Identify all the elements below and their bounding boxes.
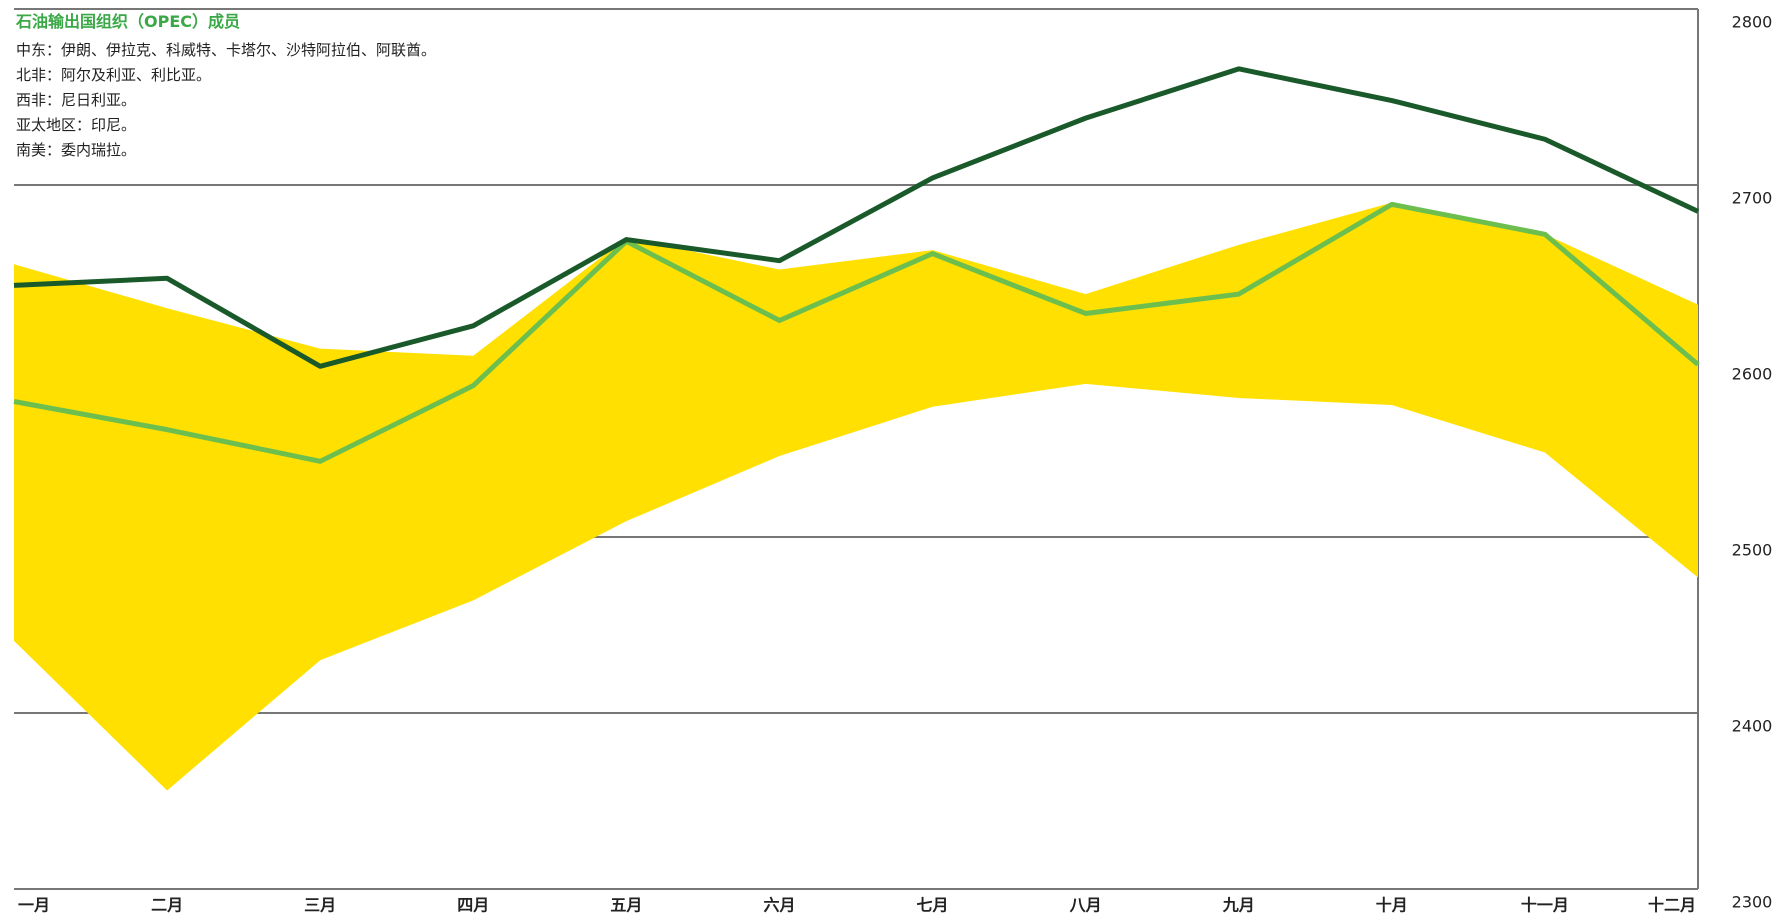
x-tick-label: 十二月 [1648,896,1696,915]
x-tick-label: 九月 [1222,896,1255,915]
annotation-line: 中东：伊朗、伊拉克、科威特、卡塔尔、沙特阿拉伯、阿联酋。 [16,41,436,59]
y-tick-label: 2300 [1732,893,1773,912]
annotation-line: 亚太地区：印尼。 [16,116,136,134]
range-band [14,202,1698,791]
x-tick-label: 一月 [18,896,50,915]
x-tick-label: 三月 [304,896,336,915]
annotation-line: 西非：尼日利亚。 [16,91,136,109]
y-tick-label: 2800 [1732,13,1773,32]
x-tick-label: 八月 [1069,896,1102,915]
series-line [13,66,1700,369]
y-tick-label: 2600 [1732,365,1773,384]
annotation-line: 北非：阿尔及利亚、利比亚。 [16,66,211,84]
y-tick-label: 2400 [1732,717,1773,736]
x-tick-label: 十一月 [1521,896,1569,915]
x-tick-label: 十月 [1376,896,1408,915]
x-tick-label: 五月 [610,896,642,915]
y-tick-label: 2700 [1732,189,1773,208]
x-tick-label: 四月 [457,896,489,915]
series-line [13,201,1700,464]
annotation-title: 石油输出国组织（OPEC）成员 [15,12,240,31]
x-tick-label: 二月 [151,896,183,915]
annotation-line: 南美：委内瑞拉。 [16,141,136,159]
x-tick-label: 七月 [917,896,949,915]
y-tick-label: 2500 [1732,541,1773,560]
x-tick-label: 六月 [763,896,795,915]
